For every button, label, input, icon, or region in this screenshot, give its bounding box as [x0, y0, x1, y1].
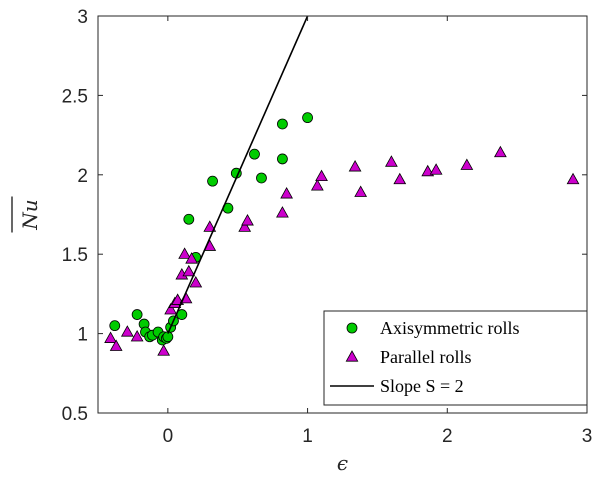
parallel-point	[315, 169, 328, 181]
series-layer	[104, 16, 580, 356]
axisymmetric-point	[131, 309, 143, 320]
parallel-point	[429, 163, 443, 175]
parallel-point	[157, 344, 171, 356]
y-axis-label-group: Nu	[11, 196, 42, 233]
axisymmetric-point	[109, 320, 121, 332]
y-tick-label: 2.5	[62, 86, 88, 107]
axisymmetric-point	[277, 118, 288, 130]
parallel-point	[566, 172, 580, 185]
parallel-point	[238, 220, 252, 232]
parallel-point	[348, 160, 362, 172]
axisymmetric-point	[249, 148, 260, 160]
x-tick-label: 2	[442, 426, 453, 447]
parallel-point	[120, 325, 134, 337]
parallel-point	[241, 214, 254, 226]
axisymmetric-point	[277, 153, 288, 165]
plot-frame	[97, 15, 588, 414]
legend-entry-label: Axisymmetric rolls	[380, 318, 519, 338]
x-tick-label: 0	[163, 426, 174, 447]
parallel-point	[203, 220, 217, 232]
legend-entry-label: Slope S = 2	[380, 376, 464, 396]
y-tick-label: 3	[77, 7, 88, 28]
series-0	[109, 112, 313, 346]
x-tick-label: 3	[582, 426, 593, 447]
parallel-point	[178, 247, 192, 259]
y-tick-label: 2	[77, 166, 88, 187]
axisymmetric-point	[183, 213, 195, 225]
parallel-point	[130, 329, 144, 342]
parallel-point	[354, 185, 368, 197]
series-1	[104, 145, 580, 356]
legend-triangle-swatch	[345, 350, 359, 362]
parallel-point	[460, 158, 474, 170]
y-tick-label: 1.5	[62, 245, 88, 266]
y-tick-label: 1	[77, 325, 88, 346]
axisymmetric-point	[207, 175, 218, 187]
legend-box	[323, 310, 588, 406]
parallel-point	[276, 206, 289, 218]
legend-circle-swatch	[346, 322, 358, 334]
parallel-point	[164, 302, 178, 315]
parallel-point	[385, 155, 398, 167]
parallel-point	[189, 275, 203, 288]
slope-line	[167, 16, 309, 334]
x-tick-label: 1	[302, 426, 313, 447]
series-2	[167, 16, 309, 334]
legend: Axisymmetric rolls Parallel rolls Slope S …	[323, 310, 588, 406]
y-axis: 0.5 1 1.5 2 2.5 3	[62, 7, 587, 425]
parallel-point	[109, 339, 123, 351]
parallel-point	[280, 187, 293, 199]
legend-entry-label: Parallel rolls	[380, 347, 471, 367]
y-tick-label: 0.5	[62, 404, 88, 425]
axisymmetric-point	[302, 112, 313, 124]
parallel-point	[182, 264, 196, 277]
x-axis-label: ϵ	[337, 451, 348, 475]
parallel-point	[493, 145, 507, 158]
parallel-point	[393, 172, 407, 185]
parallel-point	[310, 179, 324, 191]
parallel-point	[185, 252, 198, 264]
y-axis-label: Nu	[18, 199, 42, 230]
x-axis: 0 1 2 3	[163, 16, 593, 447]
parallel-point	[104, 331, 117, 343]
axisymmetric-point	[256, 172, 267, 184]
